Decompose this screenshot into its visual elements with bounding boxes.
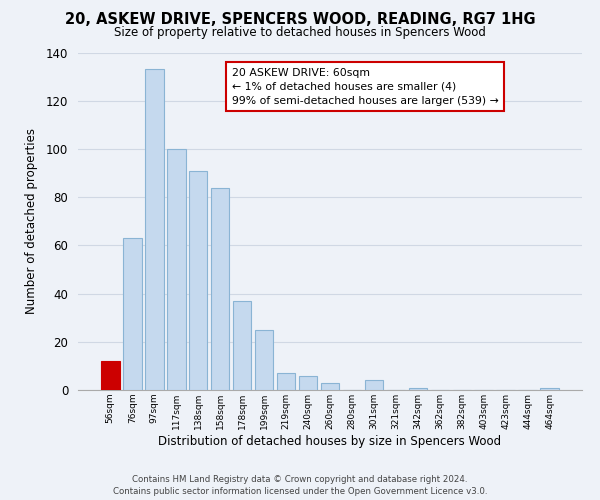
Bar [211,188,229,390]
Bar [123,238,142,390]
Bar [189,170,208,390]
Bar [409,388,427,390]
X-axis label: Distribution of detached houses by size in Spencers Wood: Distribution of detached houses by size … [158,434,502,448]
Bar [277,373,295,390]
Bar [299,376,317,390]
Text: 20, ASKEW DRIVE, SPENCERS WOOD, READING, RG7 1HG: 20, ASKEW DRIVE, SPENCERS WOOD, READING,… [65,12,535,28]
Bar [167,149,185,390]
Text: 20 ASKEW DRIVE: 60sqm
← 1% of detached houses are smaller (4)
99% of semi-detach: 20 ASKEW DRIVE: 60sqm ← 1% of detached h… [232,68,499,106]
Bar [365,380,383,390]
Text: Contains HM Land Registry data © Crown copyright and database right 2024.
Contai: Contains HM Land Registry data © Crown c… [113,474,487,496]
Bar [101,361,119,390]
Text: Size of property relative to detached houses in Spencers Wood: Size of property relative to detached ho… [114,26,486,39]
Bar [255,330,274,390]
Bar [541,388,559,390]
Bar [145,70,164,390]
Bar [320,383,340,390]
Bar [233,301,251,390]
Y-axis label: Number of detached properties: Number of detached properties [25,128,38,314]
